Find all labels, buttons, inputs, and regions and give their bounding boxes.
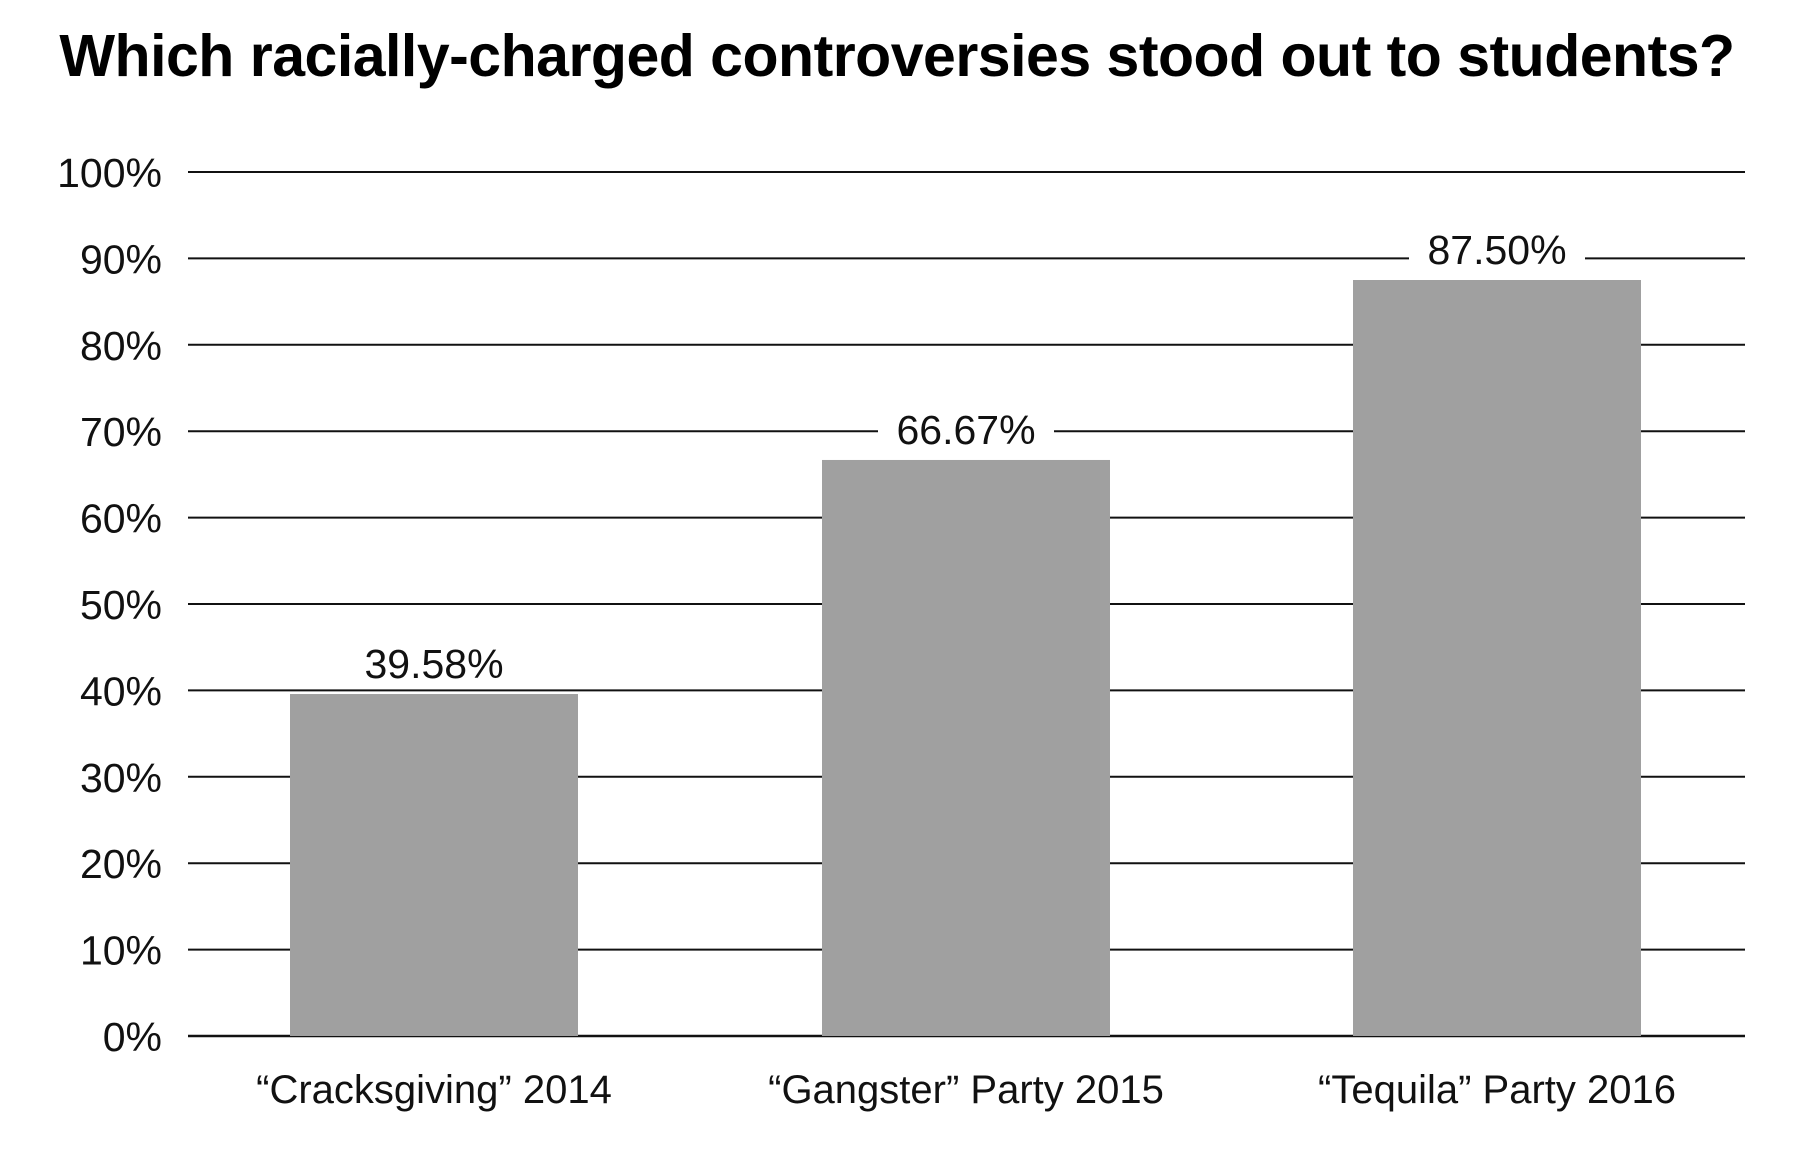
y-tick-label: 0%	[103, 1014, 162, 1060]
y-tick-label: 40%	[80, 668, 162, 714]
y-tick-label: 50%	[80, 582, 162, 628]
bar	[290, 694, 578, 1036]
x-tick-label: “Tequila” Party 2016	[1318, 1068, 1676, 1112]
bar	[822, 459, 1110, 1036]
y-tick-label: 10%	[80, 928, 162, 974]
bar	[1353, 280, 1641, 1036]
data-label: 66.67%	[896, 407, 1035, 453]
x-axis-ticks: “Cracksgiving” 2014 “Gangster” Party 2015…	[256, 1068, 1676, 1112]
data-label-background	[878, 407, 1054, 452]
y-tick-label: 80%	[80, 323, 162, 369]
y-tick-label: 100%	[57, 150, 162, 196]
y-axis-ticks: 0% 10% 20% 30% 40% 50% 60% 70% 80% 90% 100%	[57, 150, 162, 1060]
y-tick-label: 70%	[80, 409, 162, 455]
x-tick-label: “Gangster” Party 2015	[768, 1068, 1164, 1112]
y-tick-label: 90%	[80, 236, 162, 282]
bars	[290, 280, 1641, 1036]
x-tick-label: “Cracksgiving” 2014	[256, 1068, 612, 1112]
data-label: 87.50%	[1427, 227, 1566, 273]
data-labels: 39.58% 66.67% 87.50%	[346, 227, 1585, 687]
data-label: 39.58%	[364, 641, 503, 687]
data-label-background	[346, 642, 522, 687]
chart-title: Which racially-charged controversies sto…	[59, 23, 1735, 89]
y-tick-label: 20%	[80, 841, 162, 887]
y-tick-label: 30%	[80, 755, 162, 801]
data-label-background	[1409, 228, 1585, 272]
y-tick-label: 60%	[80, 496, 162, 542]
